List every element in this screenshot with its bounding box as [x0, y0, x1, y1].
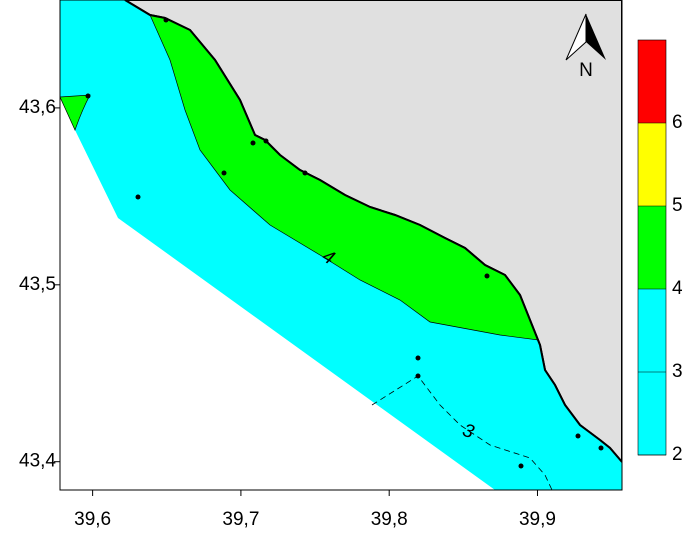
station — [575, 433, 581, 439]
colorbar-label: 5 — [672, 195, 683, 216]
y-tick-label: 43,5 — [19, 274, 56, 295]
colorbar-label: 6 — [672, 112, 683, 133]
x-tick-label: 39,9 — [519, 509, 556, 530]
station — [250, 140, 256, 146]
station — [163, 17, 169, 23]
y-tick-label: 43,4 — [19, 451, 56, 472]
stations — [85, 17, 604, 469]
station — [518, 463, 524, 469]
north-label: N — [579, 60, 593, 81]
contour-line — [371, 375, 553, 490]
colorbar-band — [638, 206, 666, 289]
station — [415, 355, 421, 361]
north-arrow: N — [565, 13, 606, 81]
station — [221, 170, 227, 176]
y-tick-label: 43,6 — [19, 97, 56, 118]
station — [484, 273, 490, 279]
x-tick-label: 39,7 — [222, 509, 259, 530]
colorbar-label: 3 — [672, 361, 683, 382]
map-area: 4 3 N — [60, 0, 622, 490]
x-tick-label: 39,6 — [74, 509, 111, 530]
station — [598, 445, 604, 451]
coastline — [124, 0, 622, 463]
station — [302, 170, 308, 176]
colorbar-label: 2 — [672, 444, 683, 465]
colorbar-label: 4 — [672, 278, 683, 299]
station — [415, 373, 421, 379]
colorbar-band — [638, 123, 666, 206]
station — [263, 138, 269, 144]
station — [85, 93, 91, 99]
colorbar-band — [638, 40, 666, 123]
frame — [59, 0, 623, 491]
station — [135, 194, 141, 200]
x-tick-label: 39,8 — [371, 509, 408, 530]
